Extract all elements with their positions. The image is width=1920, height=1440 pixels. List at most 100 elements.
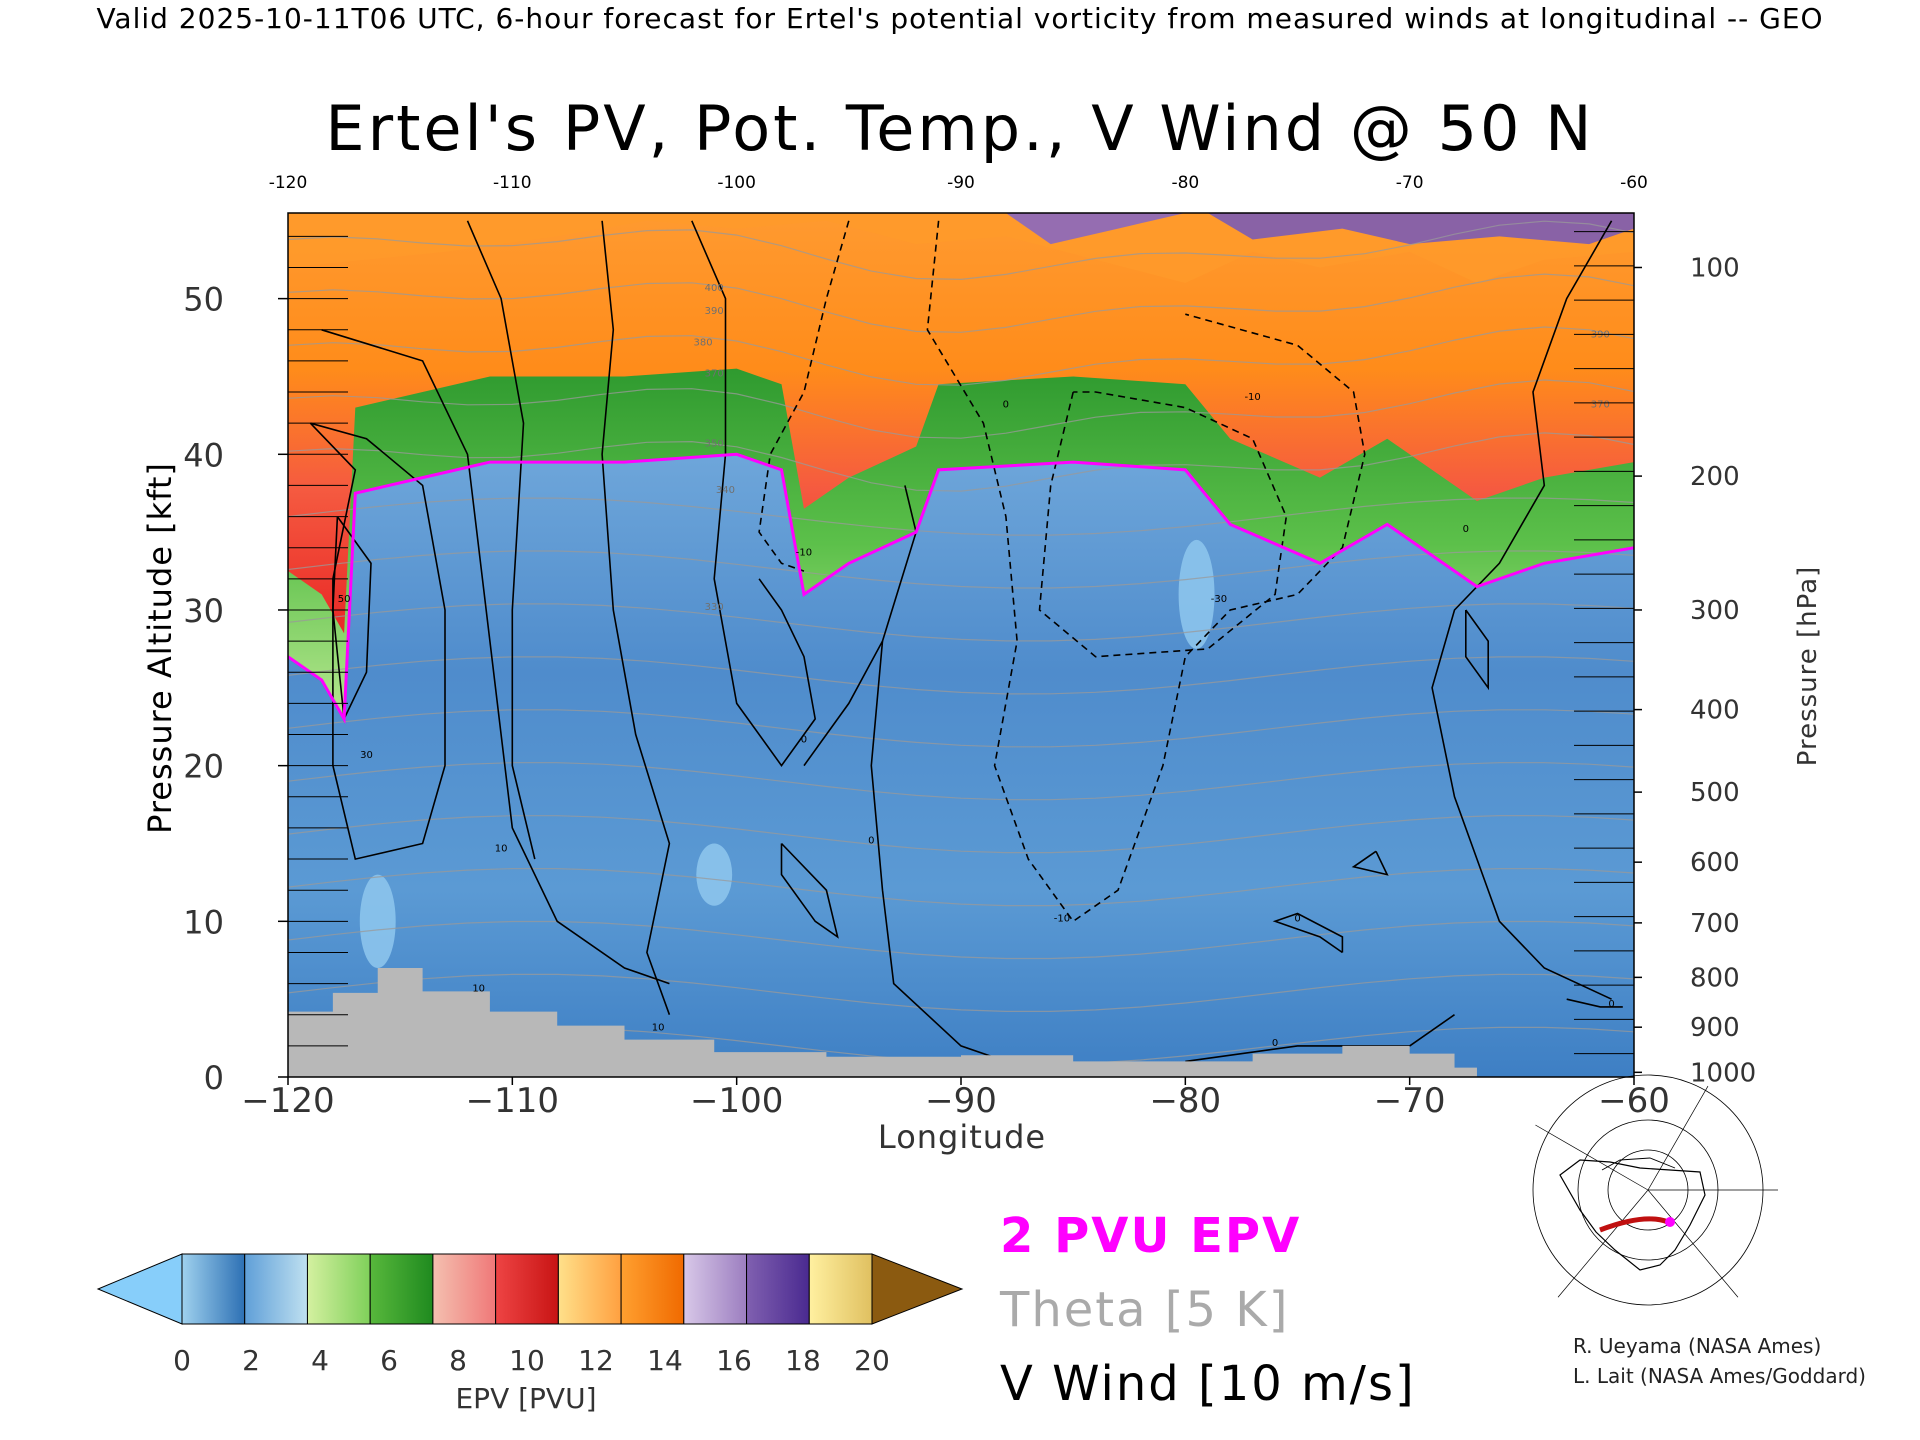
y-tick-label-right: 100	[1690, 253, 1740, 283]
theta-contour-label: 350	[705, 439, 724, 450]
colorbar-segment	[181, 1253, 246, 1325]
x-tick-label: −100	[690, 1081, 783, 1121]
north-america-outline	[1559, 1159, 1706, 1271]
y-tick-label-left: 40	[183, 436, 224, 474]
v-wind-contour-negative	[1038, 391, 1288, 658]
x-axis-label: Longitude	[877, 1118, 1047, 1156]
v-wind-contour	[691, 220, 817, 767]
wind-contour-label: -30	[1211, 594, 1227, 605]
y-tick-label-left: 10	[183, 903, 224, 941]
x-tick-label: −90	[925, 1081, 997, 1121]
y-tick-label-right: 300	[1690, 596, 1740, 626]
theta-contour	[288, 273, 1634, 333]
v-wind-contour	[309, 422, 446, 861]
y-tick-label-right: 500	[1690, 778, 1740, 808]
colorbar-segment	[557, 1253, 622, 1325]
pv-2pvu-contour	[288, 452, 1634, 725]
x-tick-label-top: -100	[717, 173, 756, 193]
theta-contour	[288, 868, 1634, 907]
y-tick-label-right: 600	[1690, 848, 1740, 878]
low-pv-patch	[1178, 539, 1215, 649]
v-wind-contour-negative	[758, 220, 850, 572]
purple-pv-patch-east	[1207, 213, 1634, 245]
colorbar-segment	[306, 1253, 371, 1325]
colorbar-tick-label: 4	[311, 1344, 329, 1377]
low-pv-patch	[696, 843, 733, 906]
wind-contour-label: 0	[1272, 1038, 1278, 1049]
colorbar-label: EPV [PVU]	[455, 1382, 597, 1415]
colorbar-tick-label: 12	[578, 1344, 614, 1377]
chart-title: Ertel's PV, Pot. Temp., V Wind @ 50 N	[325, 92, 1595, 165]
colorbar-segment	[369, 1253, 434, 1325]
v-wind-contour	[1272, 912, 1344, 954]
colorbar-tick-label: 6	[380, 1344, 398, 1377]
colorbar-tick-label: 14	[647, 1344, 683, 1377]
meridian-line	[1557, 1189, 1649, 1298]
colorbar-tick-label: 2	[242, 1344, 260, 1377]
theta-contour-label: 390	[705, 306, 724, 317]
x-tick-label: −80	[1149, 1081, 1221, 1121]
v-wind-contour	[1465, 609, 1489, 691]
v-wind-contour	[321, 329, 670, 985]
wind-contour-label: 10	[472, 983, 485, 994]
purple-pv-patch	[1005, 213, 1186, 245]
wind-contour-label: -10	[1244, 392, 1260, 403]
colorbar-segment	[244, 1253, 308, 1325]
v-wind-contour	[780, 842, 839, 939]
arctic-coast-outline	[1601, 1157, 1676, 1171]
theta-contour-label: 370	[705, 368, 724, 379]
colorbar-segment	[620, 1253, 685, 1325]
theta-contour-label: 400	[705, 283, 724, 294]
wind-contour-label: 10	[495, 843, 508, 854]
legend-v-wind: V Wind [10 m/s]	[1000, 1356, 1416, 1412]
y-tick-label-right: 800	[1690, 963, 1740, 993]
x-tick-label-top: -110	[493, 173, 532, 193]
theta-contour	[288, 920, 1634, 960]
y-tick-label-right: 400	[1690, 696, 1740, 726]
colorbar-segment	[495, 1253, 559, 1325]
x-tick-label: −70	[1374, 1081, 1446, 1121]
meridian-line	[1647, 1189, 1739, 1298]
legend-pv-contour: 2 PVU EPV	[1000, 1208, 1302, 1264]
colorbar-segment	[808, 1253, 873, 1325]
wind-contour-label: 0	[1003, 400, 1009, 411]
colorbar-tick-label: 10	[509, 1344, 545, 1377]
theta-contour	[288, 814, 1634, 854]
wind-contour-label: 0	[1294, 913, 1300, 924]
v-wind-contour-negative	[926, 220, 1366, 923]
terrain	[288, 968, 1477, 1077]
colorbar-segment	[746, 1253, 810, 1325]
v-wind-contour	[601, 220, 671, 1015]
y-tick-label-right: 900	[1690, 1013, 1740, 1043]
colorbar-segment	[432, 1253, 497, 1325]
y-tick-label-left: 20	[183, 748, 224, 786]
y-tick-label-left: 50	[183, 281, 224, 319]
colorbar-tick-label: 8	[449, 1344, 467, 1377]
legend-theta: Theta [5 K]	[1000, 1282, 1290, 1338]
colorbar-tick-label: 18	[785, 1344, 821, 1377]
x-tick-label-top: -120	[269, 173, 308, 193]
credit-line-2: L. Lait (NASA Ames/Goddard)	[1573, 1364, 1866, 1388]
v-wind-contour	[466, 220, 536, 860]
colorbar-tick-label: 20	[854, 1344, 890, 1377]
v-wind-contour	[332, 516, 372, 722]
meridian-line	[1535, 1124, 1649, 1191]
y-tick-label-right: 1000	[1690, 1058, 1756, 1088]
wind-contour-label: 0	[1463, 524, 1469, 535]
low-pv-patch	[359, 874, 396, 969]
x-tick-label-top: -80	[1171, 173, 1199, 193]
theta-contour-label: 370	[1591, 400, 1610, 411]
x-tick-label-top: -60	[1620, 173, 1648, 193]
cross-section-path	[1599, 1216, 1669, 1233]
wind-contour-label: 30	[360, 750, 373, 761]
theta-contour	[288, 432, 1634, 492]
cross-section-end-marker	[1665, 1217, 1675, 1227]
theta-contour-label: 330	[705, 602, 724, 613]
v-wind-contour	[870, 641, 1007, 1063]
tropopause-green-band	[288, 368, 1634, 719]
theta-contour-label: 380	[693, 337, 712, 348]
x-tick-label: −60	[1598, 1081, 1670, 1121]
theta-contour	[288, 973, 1634, 1012]
y-tick-label-right: 200	[1690, 462, 1740, 492]
x-tick-label-top: -90	[947, 173, 975, 193]
